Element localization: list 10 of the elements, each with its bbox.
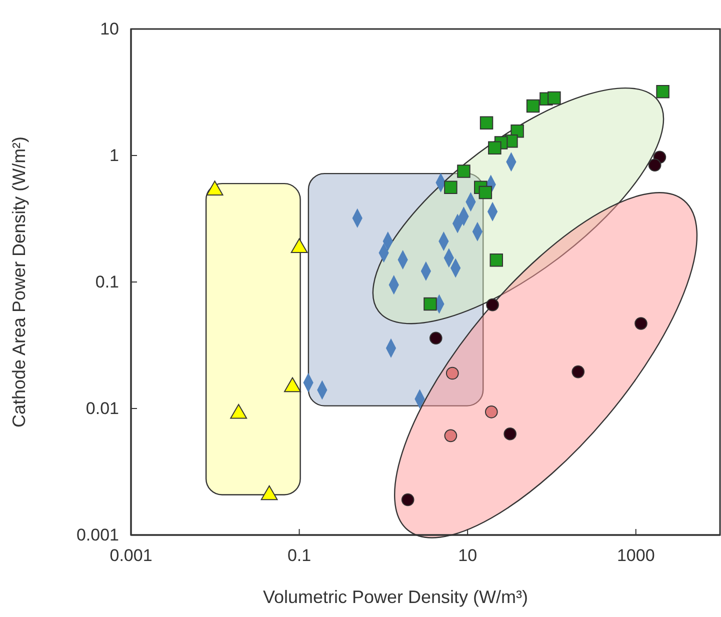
x-axis-title: Volumetric Power Density (W/m³): [262, 587, 528, 607]
y-tick-label: 0.01: [86, 398, 119, 418]
x-tick-label: 0.1: [287, 546, 312, 566]
y-tick-label: 0.001: [76, 525, 119, 544]
y-tick-label: 1: [110, 146, 119, 165]
x-tick-label: 10: [458, 546, 478, 566]
y-axis-title: Cathode Area Power Density (W/m²): [9, 136, 29, 428]
y-tick-label: 0.1: [95, 272, 119, 292]
x-tick-label: 1000: [616, 546, 655, 566]
y-tick-label: 10: [100, 19, 119, 38]
